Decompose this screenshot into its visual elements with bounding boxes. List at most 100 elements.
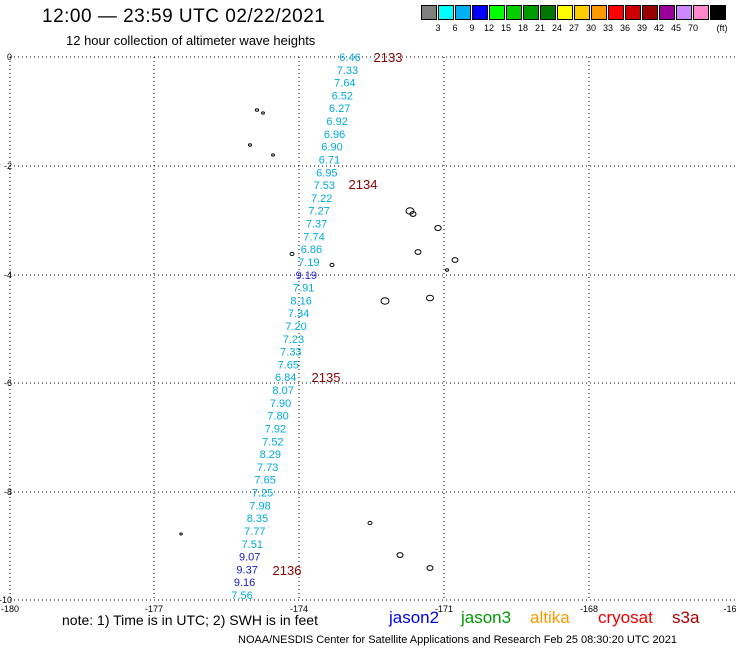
wave-height-value: 7.51 <box>242 539 263 551</box>
wave-height-value: 7.37 <box>306 219 327 231</box>
wave-height-value: 7.77 <box>244 526 265 538</box>
x-tick-label: -174 <box>290 604 308 614</box>
wave-height-value: 6.90 <box>321 142 342 154</box>
wave-height-value: 7.33 <box>280 347 301 359</box>
wave-height-value: 7.65 <box>278 359 299 371</box>
wave-height-value: 6.52 <box>332 90 353 102</box>
y-tick-label: -6 <box>4 378 12 388</box>
wave-height-value: 7.92 <box>265 423 286 435</box>
wave-height-value: 9.37 <box>236 564 257 576</box>
island-outline <box>179 532 183 536</box>
wave-height-value: 9.19 <box>296 270 317 282</box>
legend-swatch <box>540 5 556 20</box>
units-note: note: 1) Time is in UTC; 2) SWH is in fe… <box>62 612 318 628</box>
island-outline <box>261 111 265 115</box>
wave-height-value: 7.98 <box>249 500 270 512</box>
satellite-legend-item: jason2 <box>389 608 440 627</box>
island-outline <box>289 251 295 257</box>
legend-unit-label: (ft) <box>716 23 728 33</box>
island-outline <box>451 257 459 263</box>
island-outline <box>367 520 373 526</box>
map-grid <box>9 56 736 601</box>
legend-tick-label: 33 <box>602 23 614 33</box>
wave-height-value: 7.91 <box>293 283 314 295</box>
wave-height-value: 8.29 <box>260 449 281 461</box>
map-title: 12:00 — 23:59 UTC 02/22/2021 <box>42 6 326 27</box>
legend-tick-label: 36 <box>619 23 631 33</box>
wave-height-value: 7.23 <box>283 334 304 346</box>
wave-height-value: 7.65 <box>254 475 275 487</box>
legend-tick-label: 27 <box>568 23 580 33</box>
legend-tick-label: 3 <box>435 23 441 33</box>
y-tick-label: -8 <box>4 487 12 497</box>
legend-swatch <box>625 5 641 20</box>
x-tick-label: -168 <box>580 604 598 614</box>
wave-height-value: 6.46 <box>339 52 360 64</box>
wave-height-value: 9.16 <box>234 577 255 589</box>
legend-tick-label: 30 <box>585 23 597 33</box>
legend-tick-label: 39 <box>636 23 648 33</box>
island-outline <box>329 262 335 268</box>
legend-swatch <box>472 5 488 20</box>
x-tick-label: -171 <box>435 604 453 614</box>
wave-height-value: 8.35 <box>247 513 268 525</box>
wave-height-value: 9.07 <box>239 552 260 564</box>
wave-height-value: 6.71 <box>319 154 340 166</box>
wave-height-value: 7.27 <box>308 206 329 218</box>
y-tick-label: -2 <box>4 161 12 171</box>
legend-tick-label: 42 <box>653 23 665 33</box>
x-tick-label: -16 <box>723 604 736 614</box>
legend-tick-label: 70 <box>687 23 699 33</box>
legend-swatch <box>642 5 658 20</box>
legend-swatch <box>574 5 590 20</box>
wave-height-value: 7.74 <box>303 231 324 243</box>
pass-time-label: 2133 <box>374 50 403 65</box>
credit-line: NOAA/NESDIS Center for Satellite Applica… <box>238 634 678 646</box>
map-subtitle: 12 hour collection of altimeter wave hei… <box>66 33 316 48</box>
island-outline <box>248 143 252 147</box>
legend-swatch <box>710 5 726 20</box>
island-outline <box>271 153 275 157</box>
wave-height-value: 6.92 <box>326 116 347 128</box>
island-outline <box>426 294 434 302</box>
island-outline <box>409 211 417 217</box>
wave-height-value: 7.20 <box>285 321 306 333</box>
y-tick-label: 0 <box>7 52 12 62</box>
x-tick-label: -177 <box>145 604 163 614</box>
pass-time-label: 2135 <box>312 370 341 385</box>
wave-height-value: 8.07 <box>272 385 293 397</box>
wave-height-value: 7.34 <box>288 308 309 320</box>
island-outline <box>380 297 390 305</box>
legend-swatch <box>455 5 471 20</box>
wave-height-value: 7.53 <box>314 180 335 192</box>
wave-height-value: 7.33 <box>337 65 358 77</box>
legend-swatch <box>608 5 624 20</box>
legend-swatch <box>489 5 505 20</box>
legend-swatch <box>591 5 607 20</box>
wave-height-value: 7.19 <box>298 257 319 269</box>
legend-tick-label: 45 <box>670 23 682 33</box>
pass-time-labels: 2133 2134 2135 2136 <box>273 50 403 578</box>
wave-height-value: 7.90 <box>270 398 291 410</box>
satellite-legend-item: jason3 <box>461 608 512 627</box>
satellite-legend-item: altika <box>530 608 570 627</box>
satellite-legend-item: cryosat <box>598 608 653 627</box>
y-tick-label: -4 <box>4 270 12 280</box>
island-outline <box>396 552 404 558</box>
legend-swatch <box>693 5 709 20</box>
wave-height-value: 7.64 <box>334 78 355 90</box>
wave-height-value: 7.25 <box>252 488 273 500</box>
island-outlines <box>179 108 459 571</box>
island-outline <box>434 224 442 232</box>
wave-height-value: 6.86 <box>301 244 322 256</box>
legend-swatch <box>421 5 437 20</box>
legend-tick-label: 15 <box>500 23 512 33</box>
wave-height-value: 8.16 <box>290 295 311 307</box>
island-outline <box>414 249 422 255</box>
legend-tick-label: 9 <box>469 23 475 33</box>
wave-height-value: 7.56 <box>231 590 252 602</box>
satellite-legend-item: s3a <box>672 608 700 627</box>
wave-height-value: 6.95 <box>316 167 337 179</box>
island-outline <box>426 565 434 571</box>
